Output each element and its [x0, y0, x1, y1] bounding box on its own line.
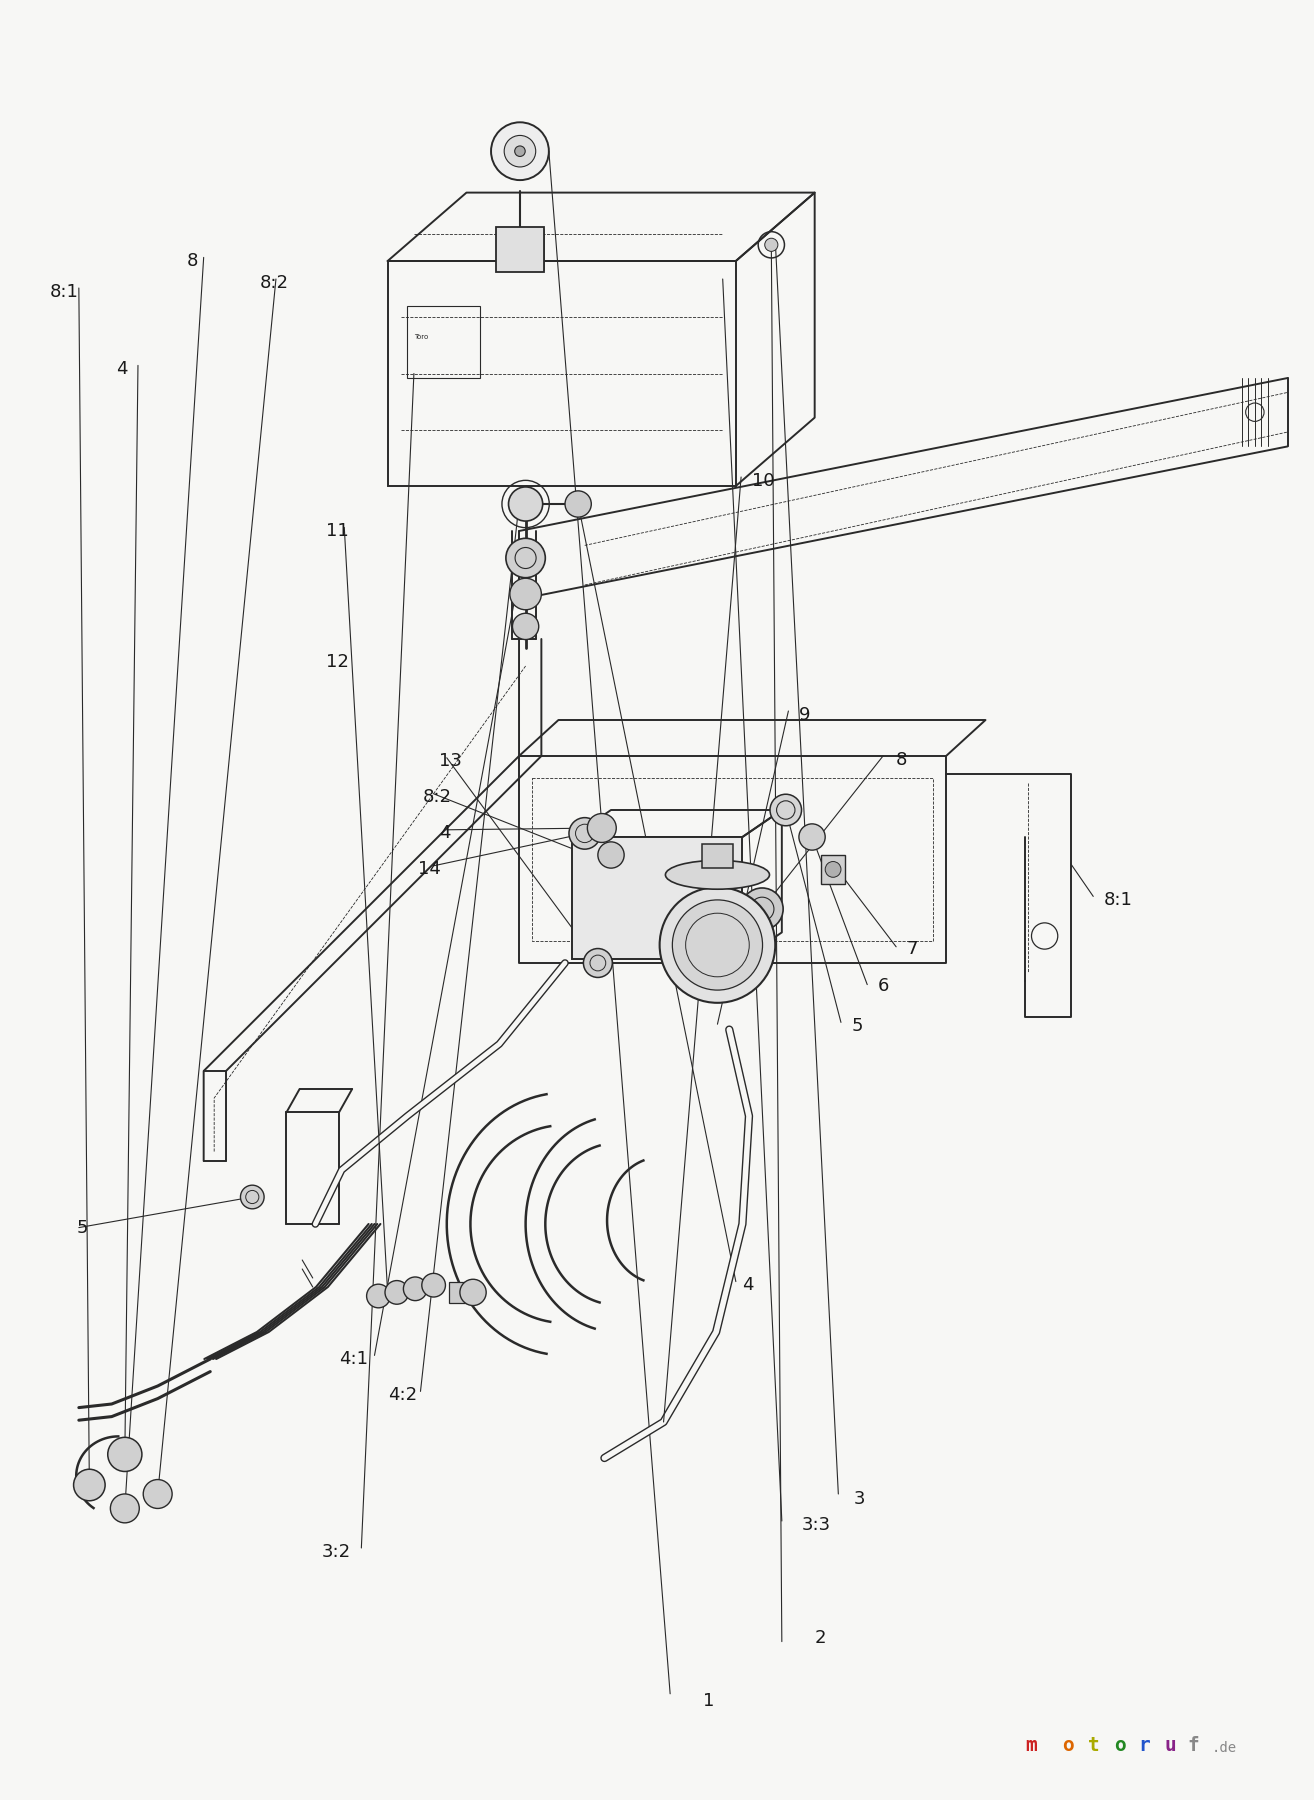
Bar — [407, 306, 480, 378]
Text: 4:2: 4:2 — [388, 1386, 417, 1404]
Text: 4: 4 — [439, 824, 451, 842]
Circle shape — [587, 814, 616, 842]
Bar — [702, 844, 733, 868]
Text: 8:2: 8:2 — [260, 274, 289, 292]
Circle shape — [506, 538, 545, 578]
Text: 1: 1 — [703, 1692, 715, 1710]
Text: 10: 10 — [752, 472, 774, 490]
Circle shape — [491, 122, 549, 180]
Text: 8:2: 8:2 — [423, 788, 452, 806]
Circle shape — [515, 146, 526, 157]
Text: .de: .de — [1212, 1741, 1236, 1755]
Circle shape — [512, 614, 539, 639]
Circle shape — [367, 1283, 390, 1309]
Text: f: f — [1188, 1735, 1200, 1755]
Text: 9: 9 — [799, 706, 811, 724]
Bar — [821, 855, 845, 884]
Text: 3:2: 3:2 — [322, 1543, 351, 1561]
Bar — [388, 261, 736, 486]
Text: 4:1: 4:1 — [339, 1350, 368, 1368]
Circle shape — [565, 491, 591, 517]
Text: 4: 4 — [116, 360, 127, 378]
Circle shape — [74, 1469, 105, 1501]
Text: 14: 14 — [418, 860, 440, 878]
Circle shape — [108, 1438, 142, 1471]
Circle shape — [598, 842, 624, 868]
Text: m: m — [1025, 1735, 1037, 1755]
Text: 7: 7 — [907, 940, 918, 958]
Text: r: r — [1138, 1735, 1150, 1755]
Text: 8:1: 8:1 — [50, 283, 79, 301]
Circle shape — [510, 578, 541, 610]
Text: 5: 5 — [76, 1219, 88, 1237]
Circle shape — [825, 862, 841, 877]
Ellipse shape — [665, 860, 770, 889]
Bar — [497, 227, 544, 272]
Text: 4: 4 — [742, 1276, 754, 1294]
Text: 11: 11 — [326, 522, 348, 540]
Text: 8: 8 — [896, 751, 908, 769]
Bar — [572, 837, 742, 959]
Circle shape — [385, 1280, 409, 1305]
Circle shape — [403, 1276, 427, 1301]
Text: 13: 13 — [439, 752, 461, 770]
Text: u: u — [1164, 1735, 1176, 1755]
Text: 8:1: 8:1 — [1104, 891, 1133, 909]
Text: 3: 3 — [854, 1490, 866, 1508]
Circle shape — [509, 488, 543, 520]
Circle shape — [660, 887, 775, 1003]
Text: 3:3: 3:3 — [802, 1516, 830, 1534]
Circle shape — [143, 1480, 172, 1508]
Circle shape — [673, 900, 762, 990]
Text: 5: 5 — [851, 1017, 863, 1035]
Text: t: t — [1088, 1735, 1100, 1755]
Circle shape — [240, 1184, 264, 1210]
Circle shape — [422, 1273, 445, 1298]
Circle shape — [770, 794, 802, 826]
Text: o: o — [1062, 1735, 1074, 1755]
Circle shape — [569, 817, 600, 850]
Circle shape — [799, 824, 825, 850]
Circle shape — [110, 1494, 139, 1523]
Bar — [449, 1282, 468, 1303]
Text: 2: 2 — [815, 1629, 827, 1647]
Text: 8: 8 — [187, 252, 198, 270]
Circle shape — [765, 238, 778, 252]
Circle shape — [583, 949, 612, 977]
Circle shape — [741, 887, 783, 931]
Text: 6: 6 — [878, 977, 890, 995]
Text: 12: 12 — [326, 653, 348, 671]
Circle shape — [505, 135, 536, 167]
Circle shape — [460, 1280, 486, 1305]
Text: o: o — [1114, 1735, 1126, 1755]
Text: Toro: Toro — [414, 333, 428, 340]
